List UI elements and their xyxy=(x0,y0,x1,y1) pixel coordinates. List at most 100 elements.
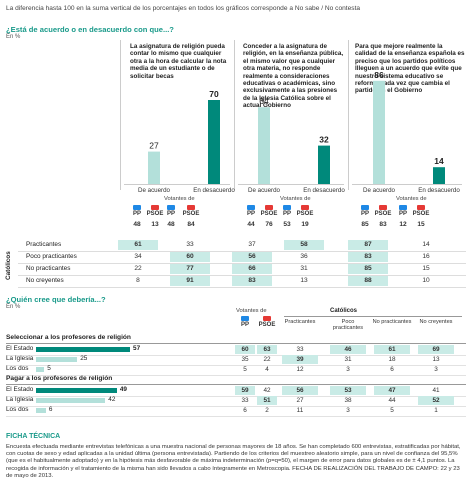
catolicos-cell: 37 xyxy=(248,241,256,248)
votantes-value: 53 xyxy=(283,221,291,228)
row-divider xyxy=(18,251,466,252)
party-label: PSOE xyxy=(260,211,278,217)
votantes-value: 44 xyxy=(247,221,255,228)
votantes-cell: 6 xyxy=(243,407,247,414)
catolicos-column-header: No practicantes xyxy=(372,319,412,325)
row-divider xyxy=(6,415,466,416)
bar-category-label: En desacuerdo xyxy=(303,187,345,194)
ficha-title: FICHA TÉCNICA xyxy=(6,433,61,440)
row-divider xyxy=(6,395,466,396)
party-label: PSOE xyxy=(412,211,430,217)
divider xyxy=(234,40,235,190)
votantes-label: Votantes de xyxy=(396,196,427,202)
party-label: PSOE xyxy=(182,211,200,217)
catolicos-label: Católicos xyxy=(5,251,12,280)
catolicos-cell: 69 xyxy=(418,345,454,354)
group-rule xyxy=(6,343,466,344)
catolicos-cell: 44 xyxy=(388,397,396,404)
catolicos-column-header: Poco practicantes xyxy=(332,319,364,332)
catolicos-cell: 31 xyxy=(300,265,308,272)
catolicos-cell: 77 xyxy=(170,264,210,274)
votantes-cell: 35 xyxy=(241,356,249,363)
group-title: Pagar a los profesores de religión xyxy=(6,375,113,382)
answer-value: 49 xyxy=(119,386,127,393)
statement-2: Conceder a la asignatura de religión, en… xyxy=(243,43,344,110)
catolicos-cell: 22 xyxy=(134,265,142,272)
ficha-text: Encuesta efectuada mediante entrevistas … xyxy=(6,444,461,479)
catolicos-cell: 16 xyxy=(422,253,430,260)
catolicos-cell: 46 xyxy=(330,345,366,354)
statement-3: Para que mejore realmente la calidad de … xyxy=(355,43,465,95)
catolicos-cell: 31 xyxy=(344,356,352,363)
catolicos-cell: 5 xyxy=(390,407,394,414)
votantes-cell: 60 xyxy=(235,345,255,354)
catolicos-cell: 91 xyxy=(170,276,210,286)
answer-label: Los dos xyxy=(6,365,29,372)
votantes-label: Votantes de xyxy=(236,308,267,314)
catolicos-cell: 8 xyxy=(136,277,140,284)
votantes-value: 85 xyxy=(361,221,369,228)
catolicos-cell: 33 xyxy=(296,346,304,353)
answer-value: 57 xyxy=(133,345,141,352)
catolicos-row-label: No practicantes xyxy=(26,265,71,272)
statement-1: La asignatura de religión pueda contar l… xyxy=(130,43,227,80)
pp-logo-icon xyxy=(399,205,407,210)
party-label: PP xyxy=(398,211,407,217)
votantes-cell: 5 xyxy=(243,366,247,373)
votantes-label: Votantes de xyxy=(164,196,195,202)
section1-unit: En % xyxy=(6,34,21,40)
votantes-cell: 4 xyxy=(265,366,269,373)
pp-logo-icon xyxy=(241,316,249,321)
pp-logo-icon xyxy=(361,205,369,210)
answer-label: La Iglesia xyxy=(6,355,34,362)
catolicos-cell: 3 xyxy=(346,366,350,373)
bar-acuerdo-3 xyxy=(373,80,385,184)
catolicos-vertical-label: Católicos xyxy=(4,236,14,288)
votantes-cell: 22 xyxy=(263,356,271,363)
catolicos-cell: 58 xyxy=(284,240,324,250)
votantes-cell: 59 xyxy=(235,386,255,395)
catolicos-cell: 56 xyxy=(232,252,272,262)
catolicos-cell: 47 xyxy=(374,386,410,395)
catolicos-cell: 15 xyxy=(422,265,430,272)
catolicos-cell: 39 xyxy=(282,355,318,364)
catolicos-cell: 14 xyxy=(422,241,430,248)
pp-logo-icon xyxy=(133,205,141,210)
catolicos-cell: 6 xyxy=(390,366,394,373)
votantes-cell: 2 xyxy=(265,407,269,414)
group-title: Seleccionar a los profesores de religión xyxy=(6,334,131,341)
psoe-logo-icon xyxy=(379,205,387,210)
bar-desacuerdo-2 xyxy=(318,145,330,184)
catolicos-label: Católicos xyxy=(330,308,358,314)
pp-logo-icon xyxy=(247,205,255,210)
psoe-logo-icon xyxy=(417,205,425,210)
answer-label: La Iglesia xyxy=(6,396,34,403)
votantes-value: 13 xyxy=(151,221,159,228)
catolicos-column-header: Practicantes xyxy=(284,319,316,325)
catolicos-cell: 52 xyxy=(418,396,454,405)
answer-label: El Estado xyxy=(6,345,34,352)
answer-value: 6 xyxy=(48,406,53,413)
party-label: PP xyxy=(240,322,249,328)
party-label: PP xyxy=(282,211,291,217)
row-divider xyxy=(6,364,466,365)
pp-logo-icon xyxy=(167,205,175,210)
divider xyxy=(348,40,349,190)
votantes-cell: 63 xyxy=(257,345,277,354)
catolicos-cell: 83 xyxy=(348,252,388,262)
answer-bar xyxy=(36,388,117,393)
row-divider xyxy=(18,287,466,288)
votantes-value: 84 xyxy=(187,221,195,228)
psoe-logo-icon xyxy=(301,205,309,210)
votantes-label: Votantes de xyxy=(280,196,311,202)
catolicos-cell: 18 xyxy=(388,356,396,363)
catolicos-cell: 56 xyxy=(282,386,318,395)
pp-logo-icon xyxy=(283,205,291,210)
party-label: PSOE xyxy=(374,211,392,217)
catolicos-cell: 13 xyxy=(432,356,440,363)
catolicos-cell: 88 xyxy=(348,276,388,286)
catolicos-cell: 11 xyxy=(296,407,304,414)
answer-value: 25 xyxy=(80,355,88,362)
bar-category-label: De acuerdo xyxy=(138,187,170,194)
